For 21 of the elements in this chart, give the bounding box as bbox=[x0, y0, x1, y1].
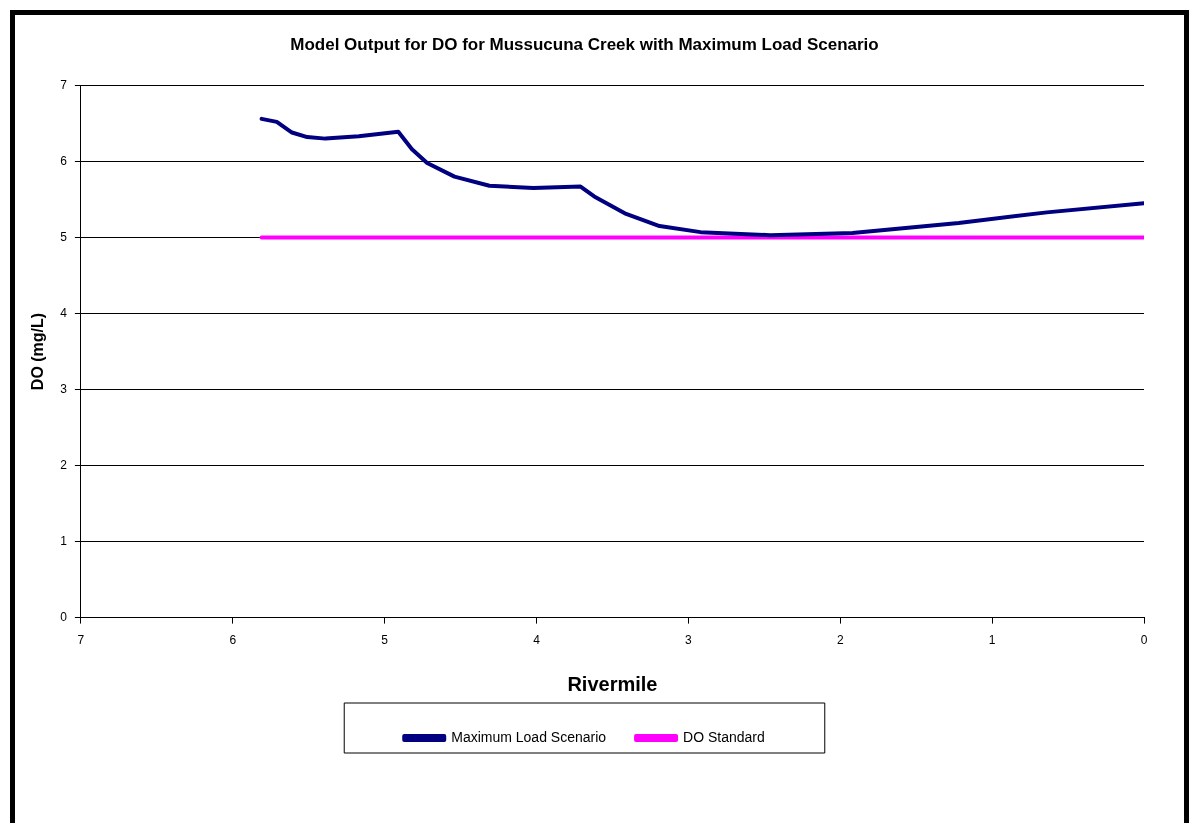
y-tick-label: 5 bbox=[60, 229, 68, 244]
y-axis-title: DO (mg/L) bbox=[29, 312, 47, 391]
y-tick-label: 6 bbox=[60, 153, 68, 168]
x-tick-label: 2 bbox=[836, 633, 844, 648]
x-axis-title: Rivermile bbox=[567, 672, 658, 695]
legend-label: DO Standard bbox=[683, 728, 765, 745]
y-tick-label: 2 bbox=[60, 457, 68, 472]
x-tick-label: 4 bbox=[533, 633, 541, 648]
legend-label: Maximum Load Scenario bbox=[451, 728, 607, 745]
y-tick-label: 7 bbox=[60, 77, 68, 92]
x-tick-label: 5 bbox=[381, 633, 389, 648]
x-tick-label: 3 bbox=[685, 633, 693, 648]
x-tick-label: 1 bbox=[988, 633, 996, 648]
x-tick-label: 6 bbox=[229, 633, 237, 648]
y-tick-label: 0 bbox=[60, 609, 68, 624]
y-tick-label: 1 bbox=[60, 533, 68, 548]
chart-title: Model Output for DO for Mussucuna Creek with Maximum Load Scenario bbox=[290, 34, 879, 54]
y-tick-label: 4 bbox=[60, 305, 68, 320]
x-tick-label: 7 bbox=[77, 633, 85, 648]
x-tick-label: 0 bbox=[1140, 633, 1148, 648]
y-tick-label: 3 bbox=[60, 381, 68, 396]
